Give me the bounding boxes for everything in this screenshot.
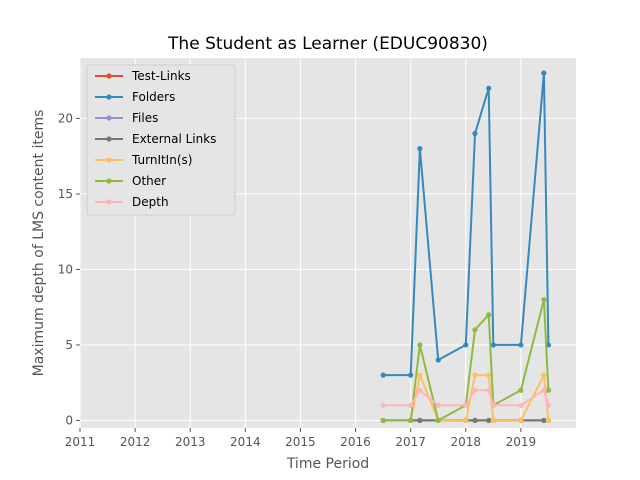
data-point xyxy=(518,342,524,348)
data-point xyxy=(435,402,441,408)
legend-item: Folders xyxy=(95,90,175,104)
data-point xyxy=(417,146,423,152)
x-tick-label: 2017 xyxy=(395,435,426,449)
x-tick-label: 2018 xyxy=(451,435,482,449)
data-point xyxy=(463,402,469,408)
legend-label: Test-Links xyxy=(131,69,191,83)
data-point xyxy=(545,402,552,408)
data-point xyxy=(463,342,469,348)
data-point xyxy=(380,402,386,408)
data-point xyxy=(408,417,414,424)
data-point xyxy=(541,372,547,378)
data-point xyxy=(541,417,547,424)
data-point xyxy=(486,312,492,318)
legend-item: Depth xyxy=(95,195,169,209)
data-point xyxy=(380,417,386,424)
data-point xyxy=(541,70,547,76)
data-point xyxy=(472,417,478,424)
legend-label: Depth xyxy=(132,195,169,209)
data-point xyxy=(518,387,524,393)
data-point xyxy=(486,372,492,378)
data-point xyxy=(541,387,547,393)
legend-label: Other xyxy=(132,174,166,188)
data-point xyxy=(486,85,492,91)
y-tick-label: 5 xyxy=(65,338,73,352)
y-tick-label: 10 xyxy=(58,262,73,276)
x-tick-label: 2011 xyxy=(65,435,96,449)
data-point xyxy=(417,342,423,348)
x-tick-label: 2012 xyxy=(120,435,151,449)
x-tick-label: 2015 xyxy=(285,435,316,449)
data-point xyxy=(435,357,441,363)
data-point xyxy=(408,402,414,408)
x-tick-label: 2014 xyxy=(230,435,261,449)
x-axis-ticks: 2011 2012 2013 2014 2015 2016 2017 2018 2019 xyxy=(65,428,536,449)
legend-label: Files xyxy=(132,111,158,125)
y-axis-label: Maximum depth of LMS content items xyxy=(31,110,47,377)
series-folders xyxy=(380,70,552,378)
x-axis-label: Time Period xyxy=(286,456,369,472)
legend-marker xyxy=(106,94,112,100)
data-point xyxy=(380,372,386,378)
data-point xyxy=(490,402,496,408)
legend-item: TurnItIn(s) xyxy=(95,153,192,167)
y-tick-label: 0 xyxy=(65,413,73,427)
legend-item: External Links xyxy=(95,132,216,146)
data-point xyxy=(417,417,423,424)
y-tick-label: 15 xyxy=(58,187,73,201)
legend-marker xyxy=(106,136,112,142)
data-point xyxy=(541,297,547,303)
x-tick-label: 2016 xyxy=(340,435,371,449)
data-point xyxy=(472,327,478,333)
data-point xyxy=(490,417,496,424)
series-other xyxy=(380,297,552,424)
legend-marker xyxy=(106,73,112,79)
data-point xyxy=(545,417,552,424)
data-point xyxy=(545,387,552,393)
data-point xyxy=(435,417,441,424)
legend-marker xyxy=(106,157,112,163)
data-point xyxy=(518,417,524,424)
legend-label: External Links xyxy=(132,132,216,146)
data-point xyxy=(490,342,496,348)
data-point xyxy=(417,387,423,393)
x-tick-label: 2019 xyxy=(506,435,537,449)
y-tick-label: 20 xyxy=(58,111,73,125)
data-point xyxy=(472,387,478,393)
chart-title: The Student as Learner (EDUC90830) xyxy=(167,34,488,54)
data-point xyxy=(486,417,492,424)
legend-label: TurnItIn(s) xyxy=(131,153,192,167)
legend-marker xyxy=(106,178,112,184)
x-tick-label: 2013 xyxy=(175,435,206,449)
data-point xyxy=(463,417,469,424)
legend-box xyxy=(86,64,236,216)
data-point xyxy=(518,402,524,408)
data-point xyxy=(417,372,423,378)
legend-marker xyxy=(106,199,112,205)
data-point xyxy=(408,372,414,378)
legend-item: Other xyxy=(95,174,166,188)
legend-label: Folders xyxy=(132,90,175,104)
legend: Test-Links Folders Files External Links Turn… xyxy=(86,64,236,216)
series-depth xyxy=(380,387,552,408)
y-axis-ticks: 0 5 10 15 20 xyxy=(58,111,80,427)
legend-item: Test-Links xyxy=(95,69,191,83)
legend-marker xyxy=(106,115,112,121)
data-point xyxy=(472,372,478,378)
series-layer xyxy=(380,70,552,424)
legend-item: Files xyxy=(95,111,158,125)
data-point xyxy=(486,387,492,393)
data-point xyxy=(472,130,478,137)
